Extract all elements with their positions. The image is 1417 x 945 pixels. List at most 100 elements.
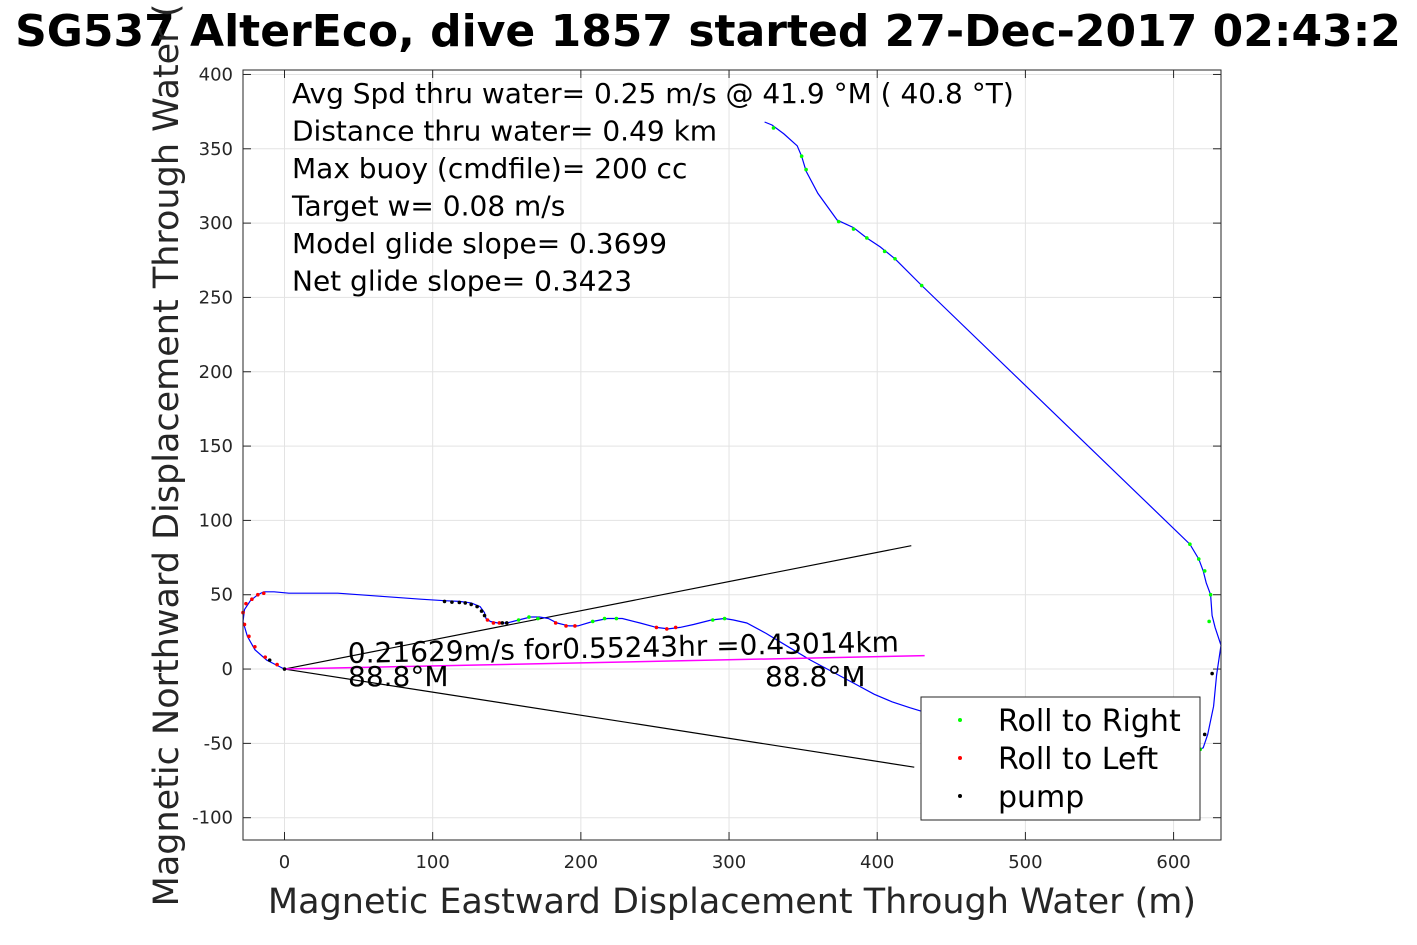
roll-right-marker bbox=[865, 236, 869, 240]
x-tick-label: 100 bbox=[415, 852, 449, 873]
roll-right-marker bbox=[804, 167, 808, 172]
y-tick-label: 400 bbox=[199, 64, 233, 85]
roll-right-marker bbox=[1202, 569, 1207, 573]
roll-left-marker bbox=[263, 655, 268, 659]
roll-right-marker bbox=[1196, 557, 1201, 561]
cone-lower-line bbox=[284, 668, 915, 768]
current-line bbox=[284, 654, 925, 670]
y-tick-label: -100 bbox=[192, 808, 233, 829]
roll-left-marker bbox=[485, 618, 490, 622]
roll-right-marker bbox=[614, 616, 619, 621]
roll-right-marker bbox=[851, 227, 856, 231]
x-axis-label: Magnetic Eastward Displacement Through W… bbox=[268, 882, 1196, 922]
y-tick-label: 200 bbox=[199, 362, 233, 383]
legend-entry: pump bbox=[998, 780, 1084, 815]
heading-label-right: 88.8°M bbox=[765, 660, 866, 693]
roll-right-marker bbox=[1188, 542, 1192, 546]
y-tick-label: 100 bbox=[199, 510, 233, 531]
annotation-line: Model glide slope= 0.3699 bbox=[292, 227, 667, 260]
annotation-line: Avg Spd thru water= 0.25 m/s @ 41.9 °M (… bbox=[292, 77, 1014, 110]
roll-left-marker bbox=[253, 644, 257, 649]
heading-label-left: 88.8°M bbox=[348, 660, 449, 693]
y-tick-label: 300 bbox=[199, 213, 233, 234]
legend-entry: Roll to Right bbox=[998, 704, 1181, 739]
roll-left-marker bbox=[256, 592, 260, 597]
pump-marker bbox=[442, 599, 447, 604]
roll-left-marker bbox=[261, 591, 266, 596]
x-tick-label: 300 bbox=[712, 852, 746, 873]
pump-marker bbox=[469, 602, 474, 607]
legend-box bbox=[920, 696, 1201, 821]
legend-marker bbox=[958, 756, 962, 760]
chart-title: SG537 AlterEco, dive 1857 started 27-Dec… bbox=[15, 6, 1401, 57]
pump-marker bbox=[282, 667, 287, 671]
axis-ticks: 0 100 200 300 400 500 600 -100 -50 0 50 100 150 200 25… bbox=[192, 64, 1221, 873]
axes-frame bbox=[242, 69, 1222, 841]
roll-right-marker bbox=[527, 615, 531, 619]
annotation-line: Target w= 0.08 m/s bbox=[291, 190, 565, 223]
roll-right-marker bbox=[722, 616, 727, 621]
roll-right-marker bbox=[919, 283, 924, 288]
annotation-block: Avg Spd thru water= 0.25 m/s @ 41.9 °M (… bbox=[291, 77, 1014, 298]
roll-left-marker bbox=[275, 662, 279, 667]
roll-right-marker bbox=[771, 126, 776, 130]
cone-upper-line bbox=[284, 545, 912, 670]
x-tick-label: 500 bbox=[1008, 852, 1042, 873]
y-axis-label: Magnetic Northward Displacement Through … bbox=[147, 4, 187, 907]
roll-left-marker bbox=[250, 597, 254, 601]
roll-right-marker bbox=[1208, 592, 1213, 597]
roll-left-marker bbox=[242, 622, 247, 627]
roll-left-marker bbox=[497, 621, 502, 625]
x-tick-label: 400 bbox=[860, 852, 894, 873]
roll-left-marker bbox=[673, 625, 678, 630]
roll-left-marker bbox=[244, 601, 248, 606]
y-tick-label: -50 bbox=[204, 733, 233, 754]
roll-left-marker bbox=[491, 621, 496, 625]
roll-right-marker bbox=[1207, 619, 1211, 624]
pump-marker bbox=[500, 621, 505, 625]
y-tick-label: 150 bbox=[199, 436, 233, 457]
track bbox=[242, 121, 1222, 755]
track-markers bbox=[241, 126, 1214, 752]
pump-marker bbox=[1210, 671, 1214, 676]
y-tick-label: 350 bbox=[199, 139, 233, 160]
current-cone bbox=[284, 545, 915, 768]
annotation-line: Distance thru water= 0.49 km bbox=[292, 115, 717, 148]
roll-right-marker bbox=[602, 616, 607, 621]
pump-marker bbox=[457, 600, 462, 605]
roll-right-marker bbox=[516, 618, 521, 622]
pump-marker bbox=[463, 601, 468, 605]
pump-marker bbox=[450, 600, 454, 604]
pump-marker bbox=[504, 621, 509, 625]
legend-marker bbox=[958, 718, 962, 722]
pump-marker bbox=[1202, 732, 1207, 737]
x-tick-label: 200 bbox=[564, 852, 598, 873]
y-tick-label: 250 bbox=[199, 287, 233, 308]
roll-right-marker bbox=[590, 619, 595, 624]
roll-left-marker bbox=[665, 627, 669, 631]
roll-right-marker bbox=[799, 154, 804, 159]
roll-right-marker bbox=[836, 219, 841, 224]
pump-marker bbox=[267, 658, 272, 662]
legend-marker bbox=[958, 794, 962, 798]
roll-left-marker bbox=[564, 624, 568, 628]
roll-left-marker bbox=[553, 621, 558, 625]
legend-entry: Roll to Left bbox=[998, 742, 1158, 777]
roll-left-marker bbox=[573, 624, 577, 628]
y-tick-label: 50 bbox=[210, 585, 233, 606]
y-tick-label: 0 bbox=[222, 659, 233, 680]
annotation-line: Net glide slope= 0.3423 bbox=[292, 265, 632, 298]
roll-right-marker bbox=[536, 616, 540, 621]
pump-marker bbox=[479, 609, 484, 613]
roll-right-marker bbox=[710, 618, 715, 622]
pump-marker bbox=[482, 613, 487, 618]
track-line bbox=[242, 121, 1222, 755]
annotation-line: Max buoy (cmdfile)= 200 cc bbox=[292, 152, 687, 185]
roll-left-marker bbox=[654, 625, 659, 630]
x-tick-label: 0 bbox=[279, 852, 290, 873]
pump-marker bbox=[475, 604, 479, 609]
x-tick-label: 600 bbox=[1156, 852, 1190, 873]
roll-left-marker bbox=[247, 634, 251, 639]
